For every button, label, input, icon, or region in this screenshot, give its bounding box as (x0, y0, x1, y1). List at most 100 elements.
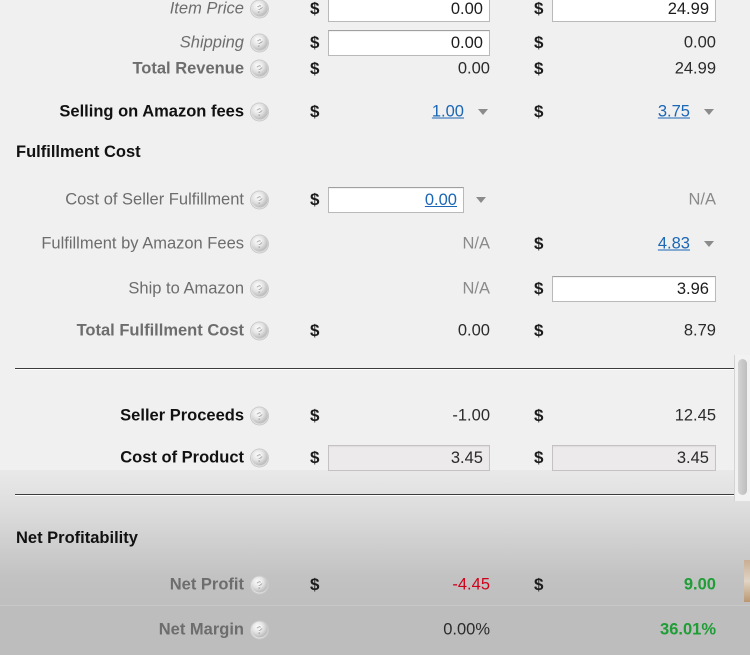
currency-symbol: $ (534, 102, 544, 121)
input-value: 0.00 (450, 0, 483, 18)
currency-symbol: $ (310, 0, 320, 18)
fba-cell: $ 9.00 (534, 562, 716, 608)
merchant-fulfilled-cell: $ -1.00 (310, 393, 490, 439)
row-label-text: Total Revenue (132, 59, 244, 78)
row-shipping: Shipping $ 0.00 $ 0.00 (0, 20, 750, 66)
help-icon[interactable] (251, 621, 268, 639)
ship-to-amazon-na-merchant: N/A (462, 279, 490, 298)
net-margin-value-merchant: 0.00% (443, 620, 490, 639)
fba-cell: N/A (534, 177, 716, 223)
help-icon[interactable] (251, 60, 268, 78)
label-net-profit: Net Profit (170, 576, 268, 595)
input-value: 0.00 (424, 190, 457, 209)
fba-cell: $ 0.00 (534, 20, 716, 66)
label-fulfillment-by-amazon-fees: Fulfillment by Amazon Fees (41, 235, 268, 254)
row-label-text: Seller Proceeds (120, 406, 244, 425)
cost-of-product-input-merchant[interactable]: 3.45 (328, 445, 490, 471)
row-label-text: Shipping (179, 33, 244, 52)
row-label-text: Net Margin (158, 620, 244, 639)
seller-proceeds-value-merchant: -1.00 (452, 406, 490, 425)
currency-symbol: $ (534, 279, 544, 298)
row-cost-of-seller-fulfillment: Cost of Seller Fulfillment $ 0.00 N/A (0, 177, 750, 223)
fba-cell: $ 3.96 (534, 266, 716, 312)
total-revenue-value-merchant: 0.00 (457, 59, 490, 78)
chevron-down-icon[interactable] (476, 197, 486, 203)
currency-symbol: $ (534, 59, 544, 78)
currency-symbol: $ (310, 102, 320, 121)
input-value: 24.99 (667, 0, 709, 18)
row-seller-proceeds: Seller Proceeds $ -1.00 $ 12.45 (0, 393, 750, 439)
merchant-fulfilled-cell: N/A (310, 221, 490, 267)
currency-symbol: $ (534, 575, 544, 594)
selling-fees-link-fba[interactable]: 3.75 (657, 102, 690, 121)
input-value: 3.45 (676, 448, 709, 467)
item-price-input-fba[interactable]: 24.99 (552, 0, 716, 22)
currency-symbol: $ (534, 234, 544, 253)
fba-cell: $ 24.99 (534, 0, 716, 32)
net-margin-band (0, 605, 750, 655)
total-fulfillment-cost-value-merchant: 0.00 (457, 321, 490, 340)
help-icon[interactable] (251, 449, 268, 467)
currency-symbol: $ (534, 321, 544, 340)
help-icon[interactable] (251, 280, 268, 298)
help-icon[interactable] (251, 235, 268, 253)
merchant-fulfilled-cell: $ 0.00 (310, 308, 490, 354)
page-edge-strip (744, 560, 750, 602)
cost-of-seller-fulfillment-input[interactable]: 0.00 (328, 187, 464, 213)
row-total-revenue: Total Revenue $ 0.00 $ 24.99 (0, 46, 750, 92)
divider-above-net-profitability (15, 494, 740, 496)
help-icon[interactable] (251, 407, 268, 425)
seller-proceeds-value-fba: 12.45 (674, 406, 716, 425)
net-profitability-heading: Net Profitability (16, 529, 138, 547)
input-value: 3.45 (450, 448, 483, 467)
shipping-input-merchant[interactable]: 0.00 (328, 30, 490, 56)
row-label-text: Net Profit (169, 575, 244, 594)
help-icon[interactable] (251, 0, 268, 18)
merchant-fulfilled-cell: $ 3.45 (310, 435, 490, 481)
ship-to-amazon-input-fba[interactable]: 3.96 (552, 276, 716, 302)
net-margin-value-fba: 36.01% (660, 620, 716, 639)
label-selling-on-amazon-fees: Selling on Amazon fees (59, 103, 268, 122)
chevron-down-icon[interactable] (704, 109, 714, 115)
item-price-input-merchant[interactable]: 0.00 (328, 0, 490, 22)
merchant-fulfilled-cell: $ 0.00 (310, 20, 490, 66)
row-label-text: Fulfillment by Amazon Fees (41, 234, 244, 253)
cost-of-product-input-fba[interactable]: 3.45 (552, 445, 716, 471)
row-fulfillment-by-amazon-fees: Fulfillment by Amazon Fees N/A $ 4.83 (0, 221, 750, 267)
help-icon[interactable] (251, 103, 268, 121)
cost-of-seller-fulfillment-na-fba: N/A (688, 190, 716, 209)
fba-fees-link[interactable]: 4.83 (657, 234, 690, 253)
currency-symbol: $ (310, 190, 320, 209)
label-cost-of-seller-fulfillment: Cost of Seller Fulfillment (65, 191, 268, 210)
net-profit-value-fba: 9.00 (683, 575, 716, 594)
chevron-down-icon[interactable] (704, 241, 714, 247)
currency-symbol: $ (310, 59, 320, 78)
label-net-margin: Net Margin (159, 621, 268, 640)
row-cost-of-product: Cost of Product $ 3.45 $ 3.45 (0, 435, 750, 481)
vertical-scrollbar[interactable] (734, 355, 750, 501)
currency-symbol: $ (310, 33, 320, 52)
currency-symbol: $ (534, 0, 544, 18)
row-selling-on-amazon-fees: Selling on Amazon fees $ 1.00 $ 3.75 (0, 89, 750, 135)
chevron-down-icon[interactable] (478, 109, 488, 115)
currency-symbol: $ (310, 575, 320, 594)
merchant-fulfilled-cell: $ 0.00 (310, 0, 490, 32)
scrollbar-thumb[interactable] (738, 359, 747, 495)
input-value: 3.96 (676, 279, 709, 298)
merchant-fulfilled-cell: 0.00% (310, 607, 490, 653)
label-ship-to-amazon: Ship to Amazon (128, 280, 268, 299)
currency-symbol: $ (310, 321, 320, 340)
fba-fees-na-merchant: N/A (462, 234, 490, 253)
label-seller-proceeds: Seller Proceeds (120, 407, 268, 426)
help-icon[interactable] (251, 191, 268, 209)
selling-fees-link-merchant[interactable]: 1.00 (431, 102, 464, 121)
row-net-margin: Net Margin 0.00% 36.01% (0, 607, 750, 653)
help-icon[interactable] (251, 322, 268, 340)
help-icon[interactable] (251, 576, 268, 594)
fba-cell: 36.01% (534, 607, 716, 653)
help-icon[interactable] (251, 34, 268, 52)
label-item-price: Item Price (170, 0, 268, 19)
row-label-text: Ship to Amazon (128, 279, 244, 298)
row-label-text: Cost of Seller Fulfillment (65, 190, 244, 209)
